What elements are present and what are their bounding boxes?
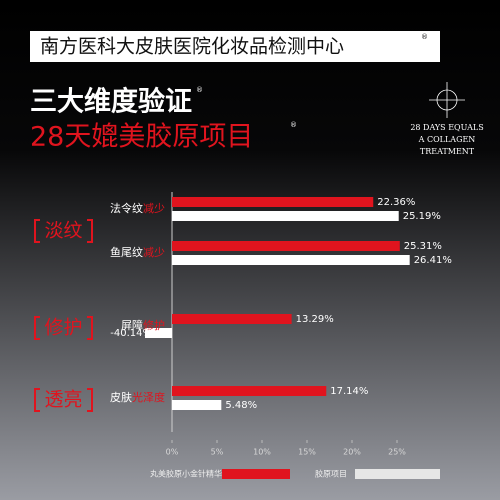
- category-effect: 光泽度: [132, 390, 165, 404]
- banner: 南方医科大皮肤医院化妆品检测中心: [40, 36, 344, 58]
- bar: [172, 386, 327, 396]
- bar: [172, 211, 399, 221]
- bar: [172, 241, 400, 251]
- bar: [172, 255, 410, 265]
- x-tick-label: 25%: [388, 448, 406, 457]
- value-label: 26.41%: [414, 255, 452, 266]
- plot-area: [145, 197, 410, 410]
- category-effect: 减少: [143, 202, 165, 215]
- x-tick-label: 5%: [211, 448, 224, 457]
- legend-label: 胶原项目: [315, 469, 347, 479]
- legend-swatch: [355, 469, 440, 479]
- x-tick-label: 20%: [343, 448, 361, 457]
- category-effect: 减少: [143, 246, 165, 259]
- value-label: 22.36%: [377, 197, 415, 208]
- x-tick-label: 10%: [253, 448, 271, 457]
- bar: [172, 314, 292, 324]
- value-label: -40.14%: [110, 328, 152, 339]
- banner-box: [30, 31, 440, 62]
- x-tick-label: 15%: [298, 448, 316, 457]
- value-label: 17.14%: [330, 386, 368, 397]
- x-tick-label: 0%: [166, 448, 179, 457]
- legend-label: 丸美胶原小金针精华: [150, 469, 222, 479]
- group-bracket: [34, 219, 93, 243]
- side-note: A COLLAGEN: [418, 135, 476, 144]
- value-label: 13.29%: [296, 314, 334, 325]
- category-label: 皮肤光泽度: [110, 390, 165, 404]
- group-label: 修护: [44, 317, 82, 339]
- bar: [172, 197, 374, 207]
- side-note: 28 DAYS EQUALS: [410, 123, 483, 132]
- category-label: 鱼尾纹减少: [110, 245, 165, 259]
- group-label: 透亮: [44, 389, 82, 411]
- group-bracket: [34, 388, 93, 412]
- category-label: 法令纹减少: [110, 201, 165, 215]
- legend-swatch: [222, 469, 290, 479]
- registered: ®: [421, 33, 428, 41]
- bar: [145, 328, 173, 338]
- category-name: 法令纹: [110, 201, 143, 215]
- subtitle: 28天媲美胶原项目: [30, 122, 253, 153]
- title: 三大维度验证: [30, 86, 192, 118]
- registered: ®: [196, 86, 203, 94]
- bar: [172, 400, 222, 410]
- value-label: 5.48%: [225, 400, 257, 411]
- category-name: 屏障: [121, 318, 143, 332]
- registered: ®: [290, 121, 297, 129]
- category-effect: 修护: [143, 318, 165, 332]
- category-label: 屏障修护: [121, 318, 165, 332]
- group-bracket: [34, 316, 93, 340]
- value-label: 25.31%: [404, 241, 442, 252]
- category-name: 皮肤: [110, 390, 132, 404]
- side-note: TREATMENT: [420, 147, 475, 156]
- value-label: 25.19%: [403, 211, 441, 222]
- crosshair-icon: [429, 82, 465, 118]
- group-label: 淡纹: [44, 220, 82, 242]
- category-name: 鱼尾纹: [110, 245, 143, 259]
